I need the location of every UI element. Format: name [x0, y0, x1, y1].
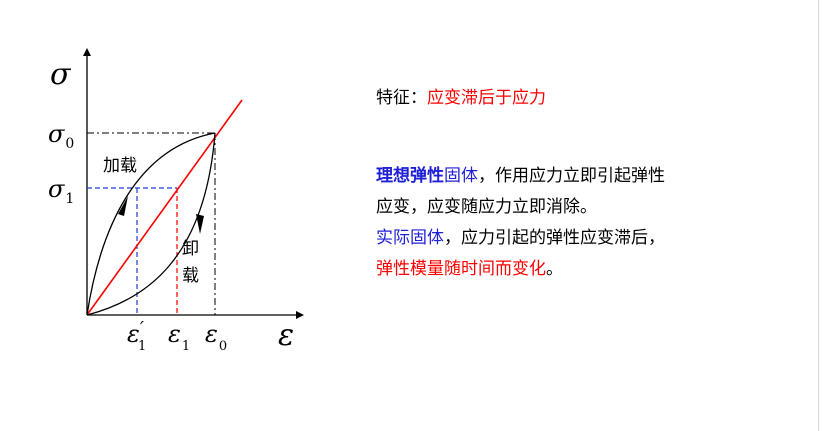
real-solid-line-2: 弹性模量随时间而变化。 [376, 254, 806, 285]
hysteresis-diagram: σ ε σ0 σ1 ε′ 1 ε1 ε0 加载 卸 载 [48, 48, 304, 354]
real-conclusion: 弹性模量随时间而变化 [376, 259, 546, 279]
ideal-noun: 固体 [444, 166, 478, 186]
unloading-label-2: 载 [182, 266, 199, 286]
loading-curve [86, 132, 216, 316]
eps1-prime-label: ε′ 1 [127, 318, 146, 354]
elastic-line [86, 99, 243, 316]
ideal-rest-1: ，作用应力立即引起弹性 [478, 166, 665, 186]
right-border-line [818, 0, 819, 431]
eps0-label: ε0 [205, 320, 227, 354]
feature-prefix: 特征： [376, 88, 427, 108]
sigma0-label: σ0 [48, 120, 74, 152]
explanation-text-block: 特征：应变滞后于应力 理想弹性固体，作用应力立即引起弹性 应变，应变随应力立即消… [376, 83, 806, 285]
real-label: 实际固体 [376, 228, 444, 248]
unloading-label-1: 卸 [182, 239, 199, 259]
loading-label: 加载 [103, 156, 137, 176]
loading-arrow-icon [118, 196, 128, 216]
ideal-rest-2: 应变，应变随应力立即消除。 [376, 197, 597, 217]
unloading-arrow-icon [196, 214, 204, 234]
eps1-label: ε1 [168, 320, 190, 354]
real-solid-line-1: 实际固体，应力引起的弹性应变滞后， [376, 223, 806, 254]
y-axis-symbol: σ [50, 57, 72, 92]
feature-line: 特征：应变滞后于应力 [376, 83, 806, 114]
unloading-curve [86, 132, 216, 316]
ideal-label: 理想弹性 [376, 166, 444, 186]
real-rest: ，应力引起的弹性应变滞后， [444, 228, 665, 248]
feature-value: 应变滞后于应力 [427, 88, 546, 108]
real-end: 。 [546, 259, 563, 279]
x-axis-symbol: ε [278, 318, 294, 353]
ideal-solid-line-2: 应变，应变随应力立即消除。 [376, 192, 806, 223]
ideal-solid-line-1: 理想弹性固体，作用应力立即引起弹性 [376, 161, 806, 192]
sigma1-label: σ1 [48, 175, 74, 207]
